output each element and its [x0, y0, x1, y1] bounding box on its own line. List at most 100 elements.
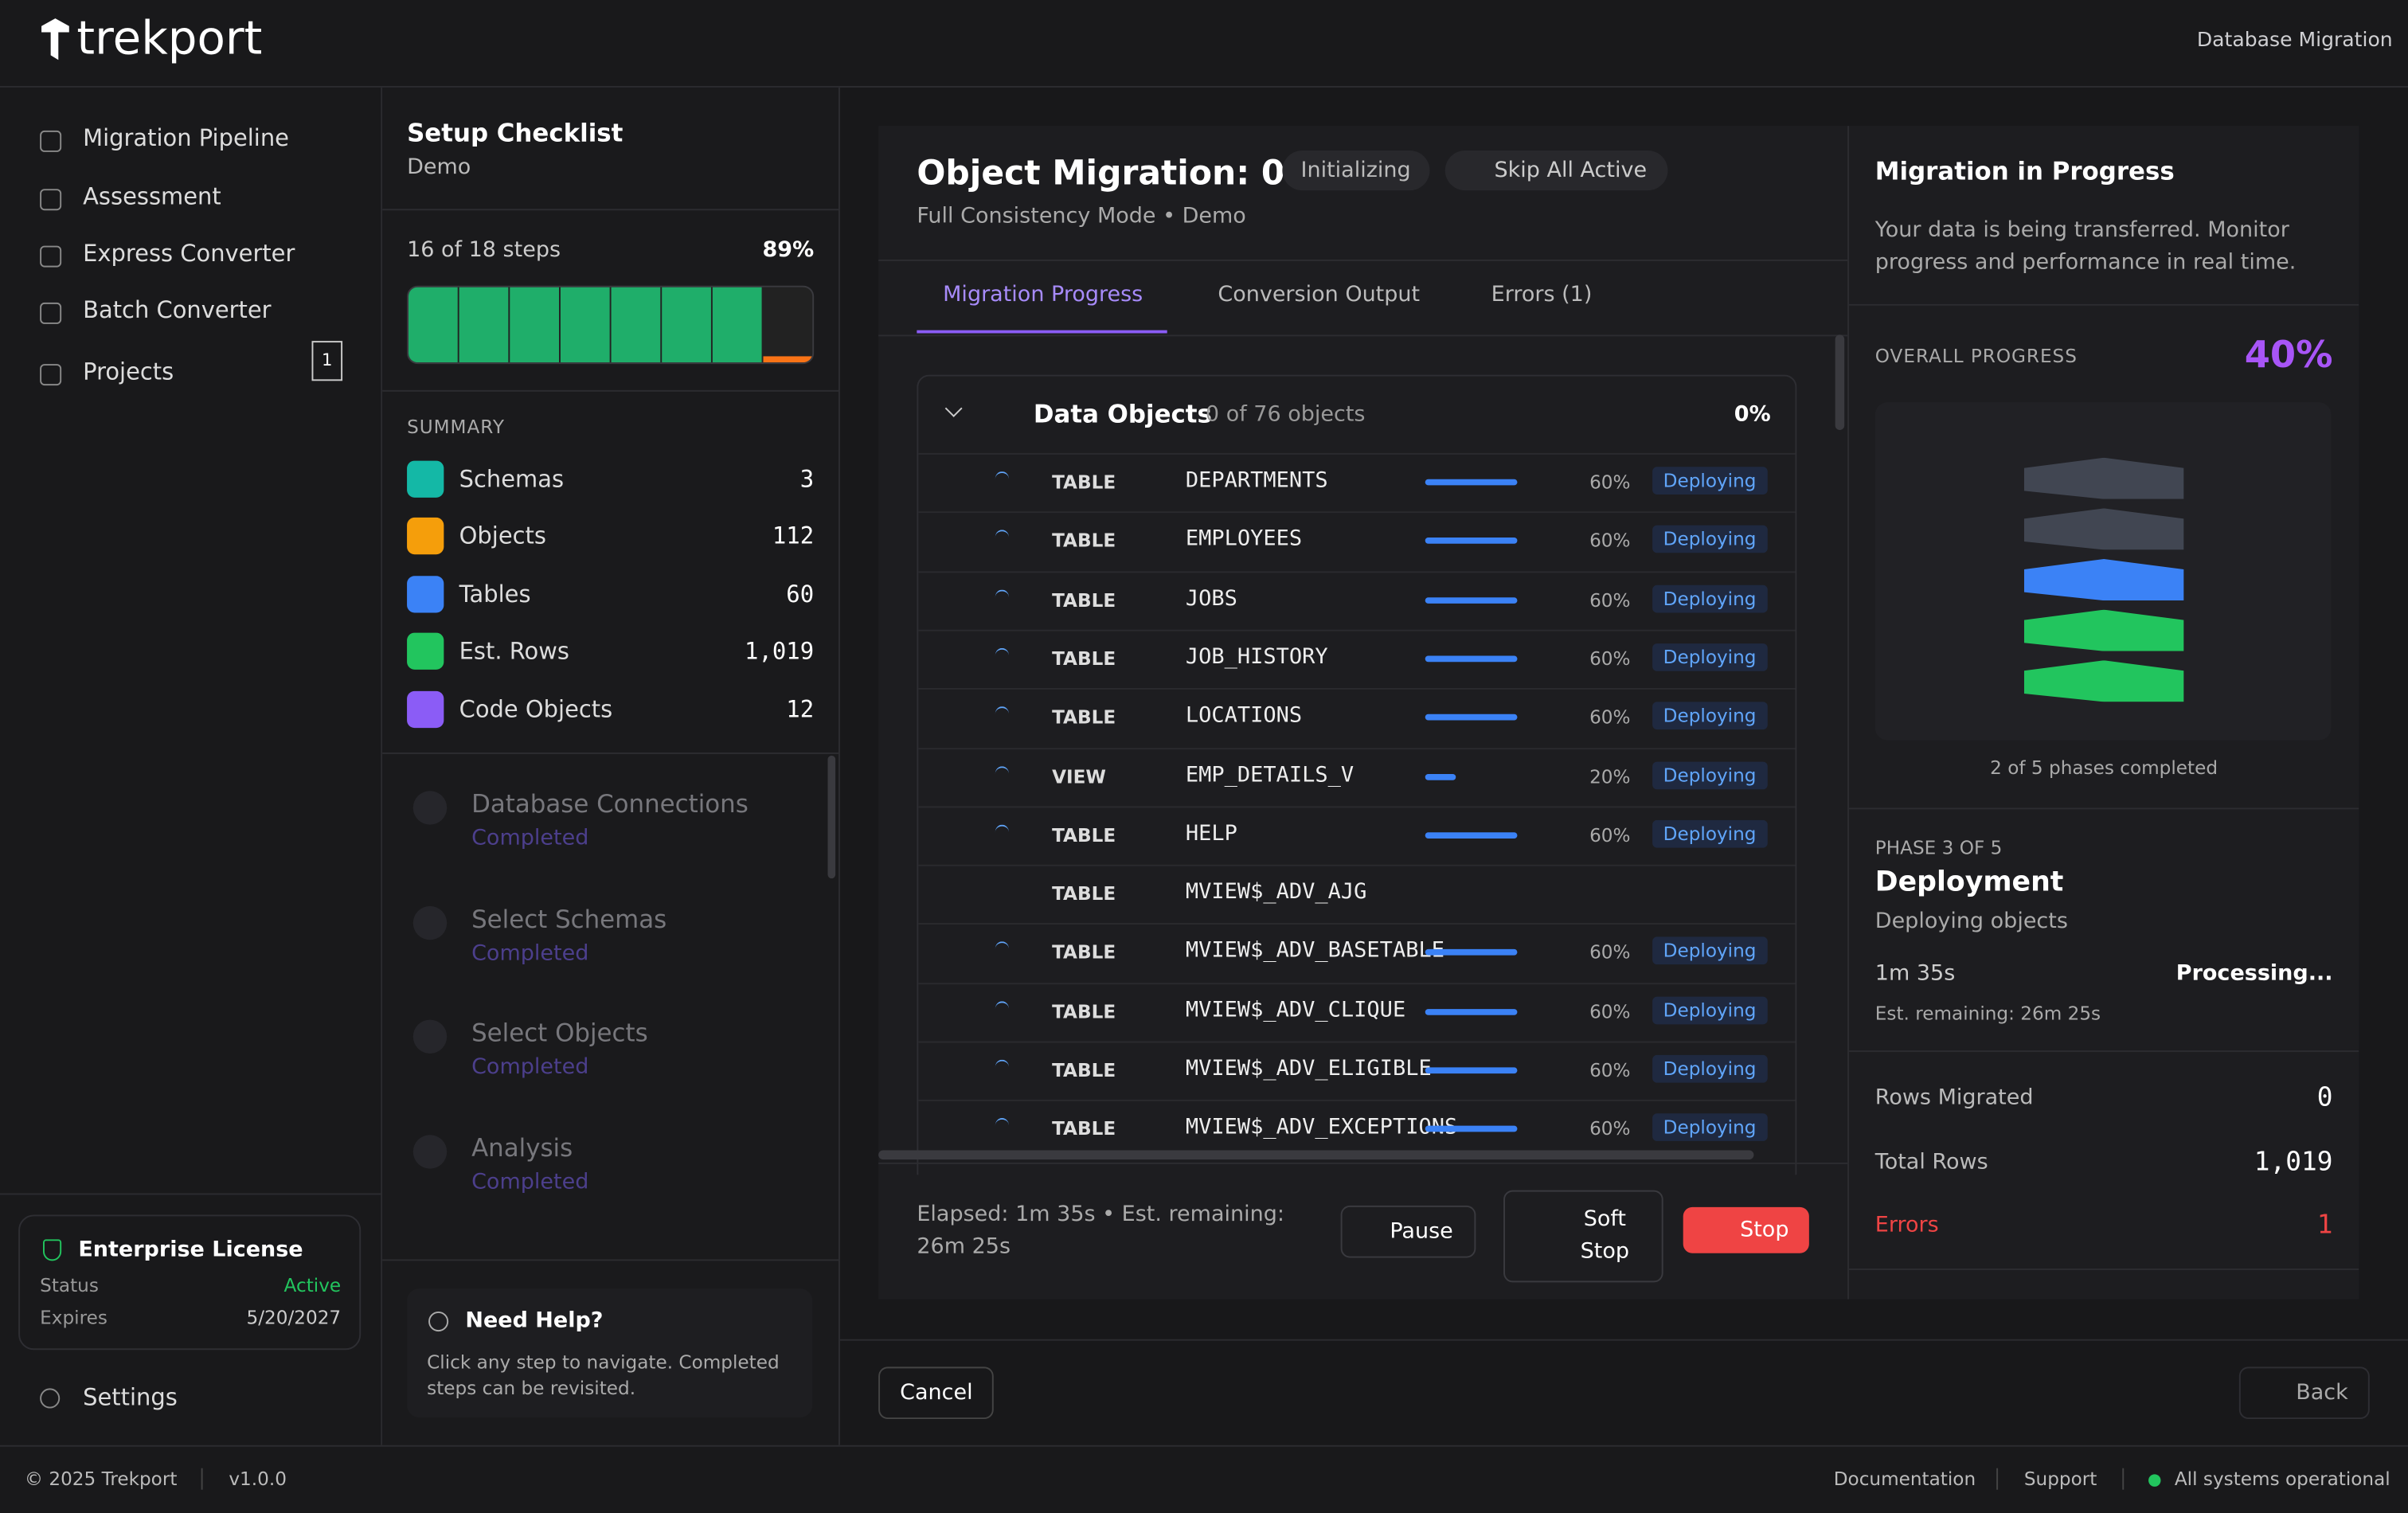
tab[interactable]: Conversion Output: [1218, 283, 1420, 307]
settings[interactable]: Settings: [83, 1384, 178, 1412]
stat-label: Errors: [1875, 1214, 1939, 1238]
row-divider: [918, 983, 1795, 984]
summary-label: Est. Rows: [459, 638, 569, 666]
progress-segment: [510, 287, 559, 362]
sep: [2122, 1468, 2124, 1490]
license-title: Enterprise License: [78, 1237, 303, 1262]
divider: [1849, 1050, 2359, 1052]
divider: [382, 753, 838, 754]
row-status: Deploying: [1652, 526, 1767, 553]
row-type: TABLE: [1052, 530, 1116, 552]
expires-value: 5/20/2027: [246, 1307, 341, 1328]
row-type: TABLE: [1052, 707, 1116, 729]
link[interactable]: Documentation: [1834, 1468, 1976, 1490]
divider: [0, 1193, 381, 1194]
system-status: All systems operational: [2175, 1468, 2390, 1490]
step-title[interactable]: Select Objects: [471, 1018, 648, 1048]
stat-label: Total Rows: [1875, 1150, 1988, 1175]
phase-name: Deployment: [1875, 866, 2064, 899]
stack-box: [1875, 402, 2332, 740]
summary-icon: [407, 576, 444, 612]
status-badge: Initializing: [1282, 151, 1429, 190]
spinner: [995, 1119, 1009, 1134]
row-bar: [1425, 655, 1518, 662]
step-title[interactable]: Select Schemas: [471, 904, 666, 933]
row-type: TABLE: [1052, 589, 1116, 611]
tab-underline: [917, 330, 1167, 334]
row-divider: [918, 453, 1795, 455]
step-title[interactable]: Database Connections: [471, 789, 749, 819]
row-percent: 60%: [1589, 1001, 1630, 1022]
cancel-button[interactable]: Cancel: [878, 1366, 994, 1419]
nav-item[interactable]: Assessment: [83, 182, 221, 210]
divider: [382, 1259, 838, 1261]
nav-item[interactable]: Projects: [83, 358, 174, 385]
summary-icon: [407, 690, 444, 727]
row-bar: [1425, 538, 1518, 545]
progress-segment: [408, 287, 458, 362]
version: v1.0.0: [229, 1468, 287, 1490]
row-name: MVIEW$_ADV_ELIGIBLE: [1186, 1057, 1432, 1081]
sep: [1996, 1468, 1998, 1490]
row-status: Deploying: [1652, 467, 1767, 495]
layer: [2024, 458, 2184, 499]
sep: [201, 1468, 203, 1490]
row-percent: 20%: [1589, 765, 1630, 787]
help-title: Need Help?: [465, 1308, 603, 1333]
row-status: Deploying: [1652, 937, 1767, 965]
phase-state: Processing...: [2176, 961, 2333, 986]
pause-button[interactable]: Pause: [1341, 1206, 1476, 1258]
copyright: © 2025 Trekport: [25, 1468, 178, 1490]
spinner: [995, 648, 1009, 663]
nav-icon: [40, 364, 61, 385]
divider: [878, 334, 1847, 336]
nav-item[interactable]: Express Converter: [83, 240, 295, 268]
summary-label: Tables: [459, 581, 531, 608]
skip-button[interactable]: Skip All Active: [1445, 151, 1668, 190]
group-count: 0 of 76 objects: [1206, 402, 1366, 427]
row-name: MVIEW$_ADV_CLIQUE: [1186, 998, 1405, 1022]
soft-stop-button[interactable]: Soft Stop: [1503, 1190, 1663, 1283]
expires-label: Expires: [40, 1307, 108, 1328]
spinner: [995, 942, 1009, 957]
divider: [878, 260, 1847, 261]
stat-label: Rows Migrated: [1875, 1085, 2034, 1110]
link[interactable]: Support: [2024, 1468, 2097, 1490]
back-button[interactable]: Back: [2239, 1366, 2370, 1419]
status-label: Status: [40, 1275, 99, 1296]
header-right: Database Migration: [2197, 29, 2393, 53]
row-divider: [918, 688, 1795, 690]
row-type: VIEW: [1052, 765, 1106, 787]
spinner: [995, 1001, 1009, 1016]
overall-value: 40%: [2245, 333, 2333, 376]
row-type: TABLE: [1052, 471, 1116, 493]
row-percent: 60%: [1589, 471, 1630, 493]
v-scrollbar: [1835, 334, 1845, 430]
layer: [2024, 559, 2184, 600]
summary-label: Objects: [459, 522, 546, 550]
spinner: [995, 765, 1009, 780]
stat-value: 1: [2317, 1210, 2333, 1241]
row-divider: [918, 512, 1795, 514]
top-bar: trekport Database Migration: [0, 0, 2408, 88]
title: Migration in Progress: [1875, 157, 2175, 186]
row-name: JOBS: [1186, 586, 1237, 611]
summary-icon: [407, 633, 444, 670]
phase-est: Est. remaining: 26m 25s: [1875, 1003, 2101, 1024]
tab[interactable]: Errors (1): [1491, 283, 1593, 307]
nav-badge: 1: [311, 341, 342, 381]
overall-label: OVERALL PROGRESS: [1875, 346, 2078, 367]
description: Your data is being transferred. Monitor …: [1875, 215, 2320, 280]
tab[interactable]: Migration Progress: [943, 283, 1143, 307]
step-title[interactable]: Analysis: [471, 1133, 573, 1163]
divider: [382, 390, 838, 392]
help-icon: [428, 1312, 448, 1331]
nav-item[interactable]: Migration Pipeline: [83, 124, 289, 152]
stop-button[interactable]: Stop: [1683, 1207, 1809, 1253]
nav-item[interactable]: Batch Converter: [83, 296, 271, 324]
